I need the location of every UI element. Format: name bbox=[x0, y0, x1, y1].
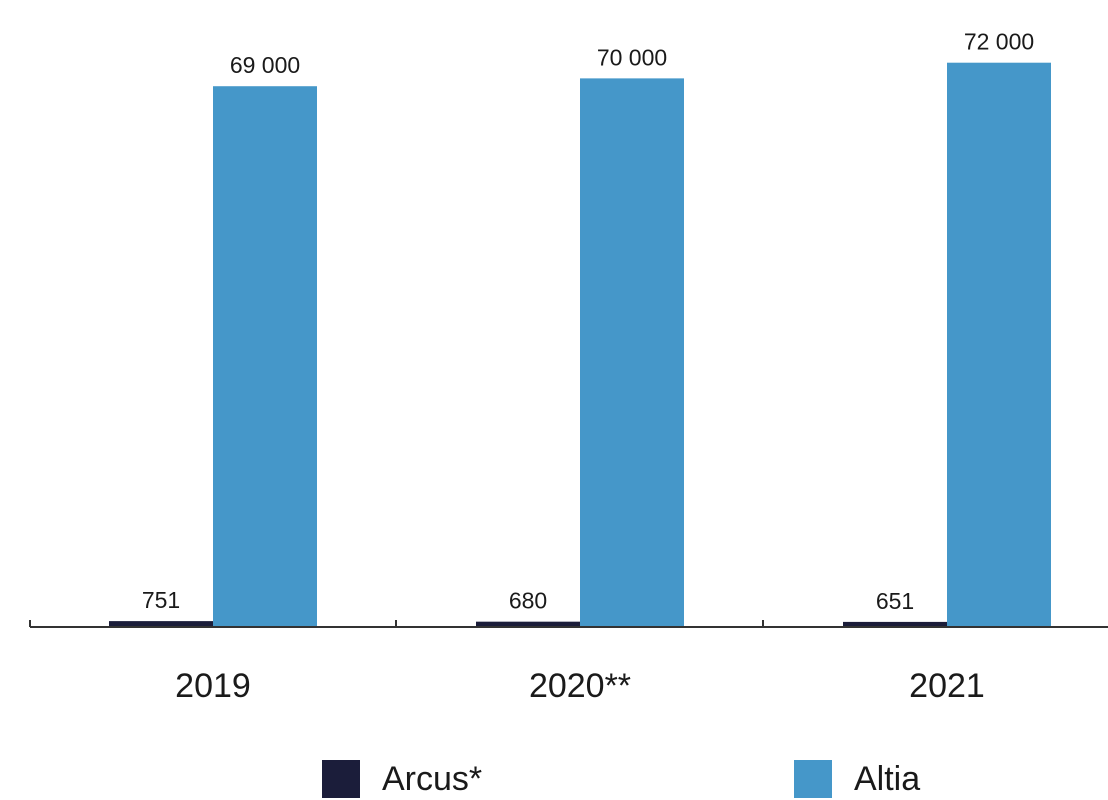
category-label-2020: 2020** bbox=[529, 667, 631, 705]
category-label-2021: 2021 bbox=[909, 667, 985, 705]
legend-swatch-arcus bbox=[322, 760, 360, 798]
data-label-arcus-2021: 651 bbox=[876, 588, 914, 614]
legend-swatch-altia bbox=[794, 760, 832, 798]
bar-arcus-2019 bbox=[109, 621, 213, 627]
bar-altia-2020 bbox=[580, 78, 684, 627]
category-label-2019: 2019 bbox=[175, 667, 251, 705]
data-label-altia-2021: 72 000 bbox=[964, 29, 1034, 55]
legend: Arcus* Altia bbox=[0, 760, 1108, 800]
category-labels: 2019 2020** 2021 bbox=[175, 667, 985, 705]
legend-label-arcus: Arcus* bbox=[382, 760, 483, 798]
x-axis-ticks bbox=[29, 620, 764, 627]
data-label-altia-2019: 69 000 bbox=[230, 52, 300, 78]
data-label-arcus-2020: 680 bbox=[509, 588, 547, 614]
bar-arcus-2020 bbox=[476, 621, 580, 627]
bar-value-labels: 751 69 000 680 70 000 651 72 000 bbox=[142, 29, 1034, 614]
legend-item-arcus: Arcus* bbox=[322, 760, 482, 798]
bars-group bbox=[109, 62, 1051, 627]
legend-item-altia: Altia bbox=[794, 760, 920, 798]
data-label-arcus-2019: 751 bbox=[142, 587, 180, 613]
legend-label-altia: Altia bbox=[854, 760, 921, 798]
data-label-altia-2020: 70 000 bbox=[597, 44, 667, 70]
bar-altia-2019 bbox=[213, 86, 317, 627]
bar-altia-2021 bbox=[947, 62, 1051, 627]
bar-arcus-2021 bbox=[843, 621, 947, 627]
